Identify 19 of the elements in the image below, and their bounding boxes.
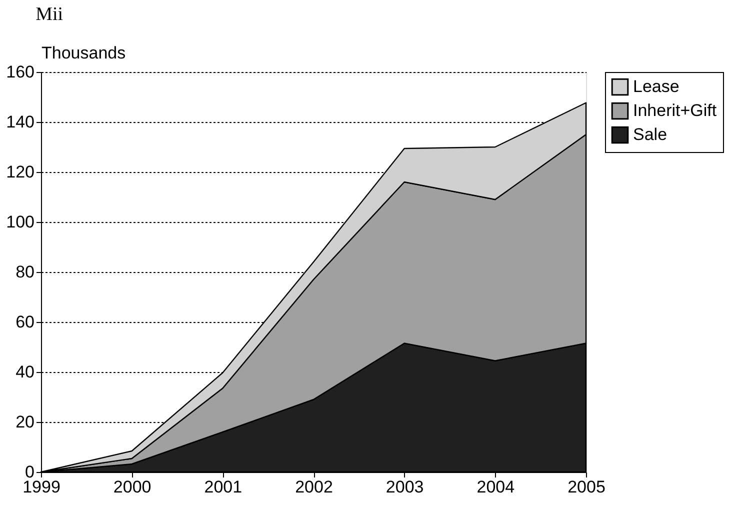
y-axis-title: Thousands (42, 44, 126, 62)
y-tick-label: 140 (6, 112, 34, 132)
x-tick-label: 2004 (476, 478, 515, 496)
legend-label: Sale (633, 125, 668, 144)
y-tick-label: 100 (6, 212, 34, 232)
legend-label: Inherit+Gift (633, 101, 717, 120)
y-tick-label: 20 (16, 412, 34, 432)
y-tick-label: 80 (16, 262, 34, 282)
y-tick-label: 120 (6, 162, 34, 182)
x-tick-label: 2001 (204, 478, 242, 496)
x-tick-label: 2000 (113, 478, 152, 496)
chart-title: Mii (36, 4, 64, 25)
y-tick-label: 60 (16, 312, 34, 332)
y-tick-label: 160 (6, 62, 34, 82)
legend-label: Lease (633, 77, 680, 96)
y-tick-label: 40 (16, 362, 34, 382)
x-tick-label: 2003 (386, 478, 424, 496)
x-tick-label: 2005 (568, 478, 606, 496)
x-tick-label: 2002 (295, 478, 333, 496)
